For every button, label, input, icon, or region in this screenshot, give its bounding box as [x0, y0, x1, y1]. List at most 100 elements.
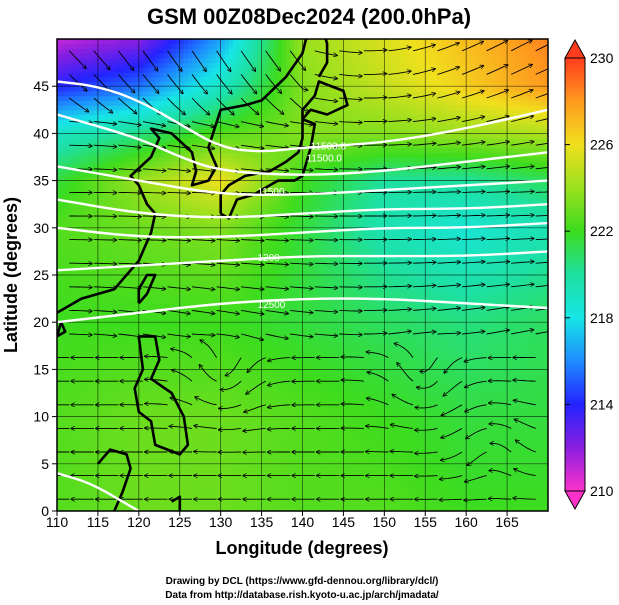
heat-cell: [331, 322, 336, 328]
heat-cell: [404, 322, 410, 328]
heat-cell: [474, 482, 480, 488]
heat-cell: [171, 454, 177, 460]
heat-cell: [77, 393, 83, 399]
heat-cell: [77, 345, 83, 352]
heat-cell: [163, 331, 169, 337]
heat-cell: [515, 473, 520, 479]
heat-cell: [159, 506, 164, 511]
heat-cell: [163, 421, 169, 427]
heat-cell: [261, 374, 267, 380]
heat-cell: [400, 501, 406, 507]
heat-cell: [519, 487, 525, 493]
heat-cell: [159, 435, 164, 441]
heat-cell: [224, 416, 230, 422]
heat-cell: [171, 341, 177, 347]
heat-cell: [204, 341, 209, 347]
heat-cell: [294, 350, 300, 356]
heat-cell: [478, 336, 484, 342]
heat-cell: [253, 336, 259, 342]
heat-cell: [155, 331, 160, 337]
heat-cell: [212, 383, 218, 389]
heat-cell: [502, 454, 508, 460]
heat-cell: [462, 492, 467, 498]
heat-cell: [151, 364, 156, 370]
heat-cell: [322, 383, 328, 389]
heat-cell: [466, 454, 471, 460]
heat-cell: [408, 393, 414, 399]
heat-cell: [543, 435, 548, 441]
heat-cell: [531, 449, 537, 455]
heat-cell: [478, 350, 484, 356]
heat-cell: [57, 454, 62, 460]
heat-cell: [69, 350, 74, 356]
heat-cell: [400, 345, 406, 352]
heat-cell: [241, 383, 246, 389]
heat-cell: [212, 393, 218, 399]
heat-cell: [142, 492, 148, 498]
heat-cell: [478, 359, 484, 366]
heat-cell: [449, 463, 455, 470]
heat-cell: [359, 477, 365, 484]
heat-cell: [478, 378, 484, 385]
heat-cell: [155, 426, 160, 432]
heat-cell: [138, 421, 144, 427]
heat-cell: [507, 421, 512, 427]
heat-cell: [298, 506, 304, 511]
heat-cell: [372, 364, 377, 370]
heat-cell: [171, 468, 177, 474]
heat-cell: [396, 454, 402, 460]
heat-cell: [245, 501, 250, 507]
heat-cell: [187, 492, 193, 498]
heat-cell: [507, 322, 512, 328]
heat-cell: [359, 421, 365, 427]
heat-cell: [286, 492, 291, 498]
heat-cell: [151, 322, 156, 328]
heat-cell: [457, 331, 463, 337]
heat-cell: [490, 383, 496, 389]
heat-cell: [290, 322, 295, 328]
heat-cell: [306, 345, 312, 352]
heat-cell: [106, 421, 111, 427]
heat-cell: [511, 383, 516, 389]
heat-cell: [163, 397, 169, 404]
heat-cell: [216, 393, 222, 399]
heat-cell: [543, 421, 548, 427]
heat-cell: [196, 440, 201, 446]
heat-cell: [515, 487, 520, 493]
heat-cell: [126, 435, 132, 441]
heat-cell: [400, 355, 406, 361]
heat-cell: [519, 477, 525, 484]
heat-cell: [421, 477, 426, 484]
heat-cell: [347, 444, 353, 451]
heat-cell: [359, 454, 365, 460]
heat-cell: [171, 411, 177, 418]
heat-cell: [445, 468, 451, 474]
heat-cell: [204, 482, 209, 488]
heat-cell: [429, 317, 435, 323]
heat-cell: [502, 426, 508, 432]
heat-cell: [138, 397, 144, 404]
heat-cell: [81, 459, 87, 465]
heat-cell: [519, 440, 525, 446]
heat-cell: [318, 416, 324, 422]
heat-cell: [543, 388, 548, 394]
heat-cell: [192, 359, 197, 366]
heat-cell: [159, 341, 164, 347]
heat-cell: [257, 341, 263, 347]
heat-cell: [179, 355, 185, 361]
heat-cell: [241, 459, 246, 465]
heat-cell: [412, 459, 418, 465]
heat-cell: [343, 355, 349, 361]
heat-cell: [392, 317, 398, 323]
heat-cell: [425, 459, 430, 465]
heat-cell: [367, 477, 373, 484]
heat-cell: [208, 326, 214, 333]
heat-cell: [388, 459, 394, 465]
heat-cell: [421, 402, 426, 408]
heat-cell: [73, 312, 79, 319]
heat-cell: [327, 506, 332, 511]
heat-cell: [294, 468, 300, 474]
heat-cell: [457, 426, 463, 432]
heat-cell: [449, 501, 455, 507]
heat-cell: [441, 359, 447, 366]
